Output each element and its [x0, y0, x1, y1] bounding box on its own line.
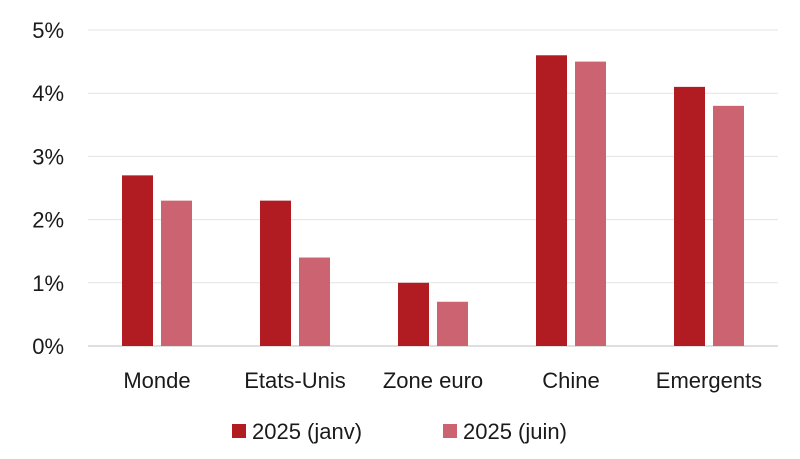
legend-label: 2025 (janv)	[252, 419, 362, 444]
bar-juin-1	[299, 258, 330, 346]
legend-swatch	[443, 424, 457, 438]
legend-label: 2025 (juin)	[463, 419, 567, 444]
y-tick-label: 0%	[32, 334, 64, 359]
bar-juin-4	[713, 106, 744, 346]
x-tick-label: Etats-Unis	[244, 368, 345, 393]
bar-juin-2	[437, 302, 468, 346]
bars	[122, 55, 744, 346]
legend: 2025 (janv) 2025 (juin)	[232, 419, 567, 444]
y-tick-label: 2%	[32, 208, 64, 233]
bar-janv-2	[398, 283, 429, 346]
x-tick-label: Emergents	[656, 368, 762, 393]
bar-juin-0	[161, 201, 192, 346]
bar-juin-3	[575, 62, 606, 346]
y-tick-label: 4%	[32, 81, 64, 106]
y-axis: 0% 1% 2% 3% 4% 5%	[32, 18, 64, 359]
y-tick-label: 5%	[32, 18, 64, 43]
x-tick-label: Monde	[123, 368, 190, 393]
bar-janv-1	[260, 201, 291, 346]
bar-janv-3	[536, 55, 567, 346]
x-tick-label: Zone euro	[383, 368, 483, 393]
x-tick-label: Chine	[542, 368, 599, 393]
bar-janv-4	[674, 87, 705, 346]
y-tick-label: 3%	[32, 144, 64, 169]
y-tick-label: 1%	[32, 271, 64, 296]
bar-janv-0	[122, 175, 153, 346]
x-axis: Monde Etats-Unis Zone euro Chine Emergents	[123, 368, 762, 393]
legend-swatch	[232, 424, 246, 438]
